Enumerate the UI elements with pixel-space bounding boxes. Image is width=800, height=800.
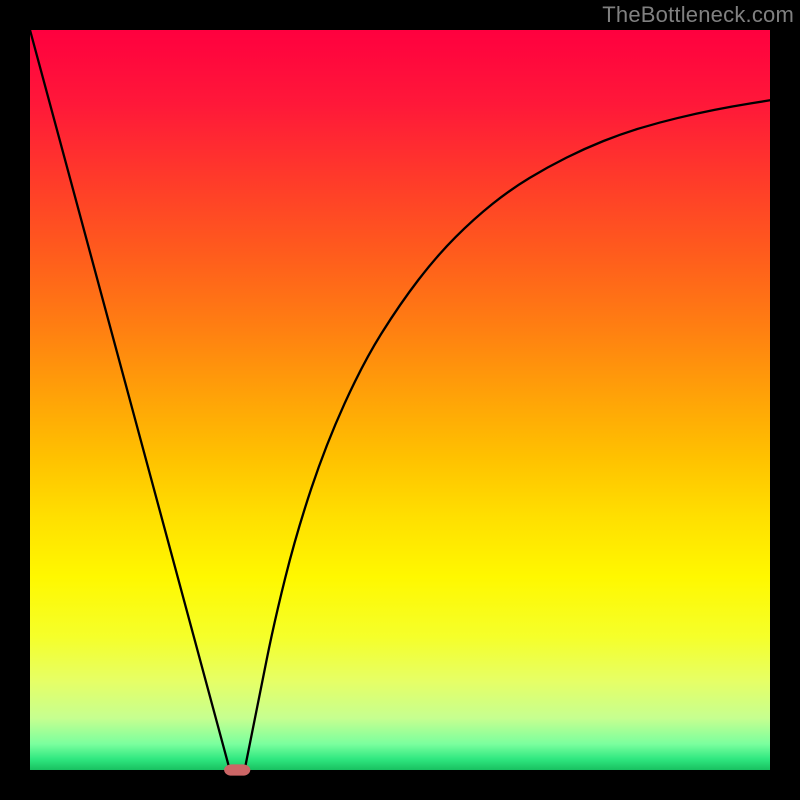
chart-container: TheBottleneck.com — [0, 0, 800, 800]
bottleneck-chart — [0, 0, 800, 800]
optimal-marker — [225, 765, 250, 775]
chart-gradient-bg — [30, 30, 770, 770]
watermark-label: TheBottleneck.com — [602, 2, 794, 28]
